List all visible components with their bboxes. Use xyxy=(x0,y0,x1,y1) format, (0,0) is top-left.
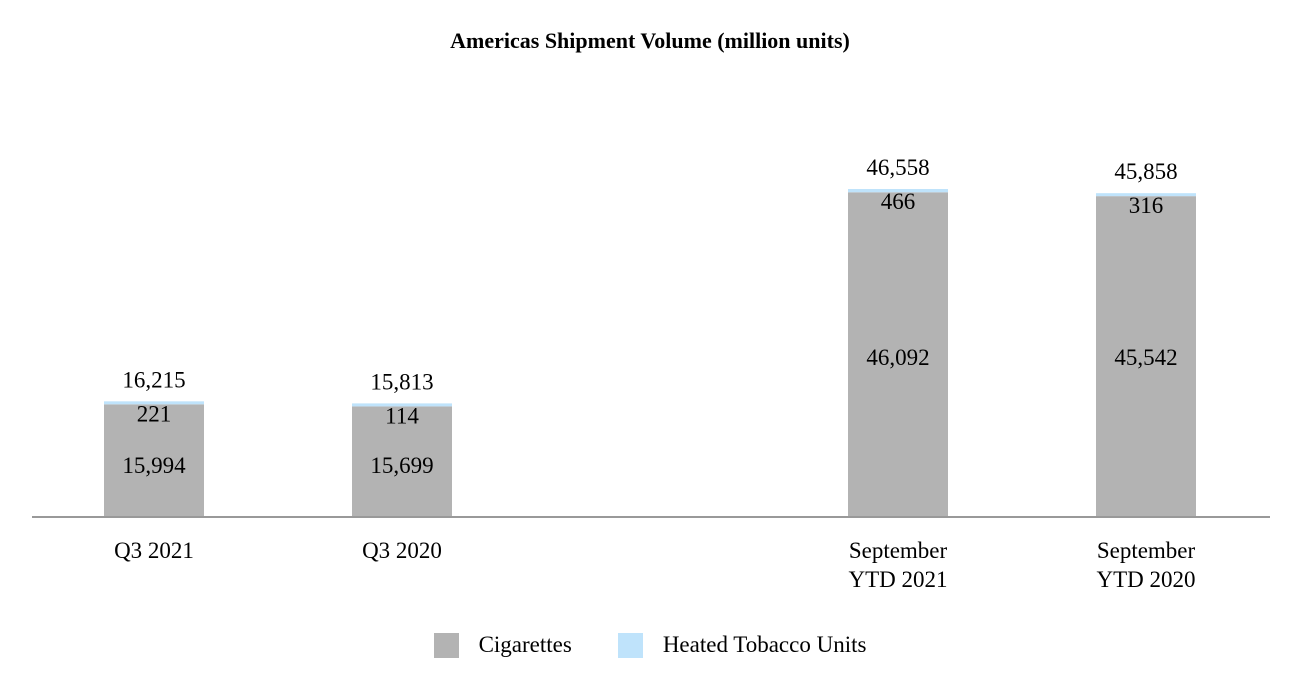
chart-title: Americas Shipment Volume (million units) xyxy=(450,28,850,53)
data-label-heated-tobacco-units: 114 xyxy=(385,403,419,428)
legend: Cigarettes Heated Tobacco Units xyxy=(0,632,1300,658)
data-label-total: 16,215 xyxy=(122,367,185,392)
data-label-cigarettes: 45,542 xyxy=(1114,345,1177,370)
data-label-total: 46,558 xyxy=(866,155,929,180)
bar-cigarettes xyxy=(352,406,452,517)
x-tick-label: YTD 2020 xyxy=(1096,567,1195,592)
bar-cigarettes xyxy=(848,192,948,517)
bar-heated-tobacco-units xyxy=(352,403,452,407)
data-label-total: 45,858 xyxy=(1114,159,1177,184)
bar-heated-tobacco-units xyxy=(1096,193,1196,197)
bar-cigarettes xyxy=(1096,196,1196,517)
bar-heated-tobacco-units xyxy=(848,189,948,193)
labels-layer: 15,994 221 16,215 Q3 2021 15,699 114 15,813 Q3 … xyxy=(114,155,1195,592)
bar-heated-tobacco-units xyxy=(104,401,204,405)
x-tick-label: September xyxy=(849,538,948,563)
legend-label-heated-tobacco-units: Heated Tobacco Units xyxy=(662,632,867,657)
data-label-heated-tobacco-units: 316 xyxy=(1129,193,1164,218)
data-label-heated-tobacco-units: 466 xyxy=(881,189,916,214)
legend-label-cigarettes: Cigarettes xyxy=(478,632,572,657)
bars-layer xyxy=(104,189,1196,517)
x-tick-label: YTD 2021 xyxy=(848,567,947,592)
x-tick-label: Q3 2020 xyxy=(362,538,442,563)
data-label-heated-tobacco-units: 221 xyxy=(137,401,172,426)
data-label-cigarettes: 15,994 xyxy=(122,453,186,478)
legend-swatch-cigarettes xyxy=(433,632,459,658)
data-label-total: 15,813 xyxy=(370,369,433,394)
legend-swatch-heated-tobacco-units xyxy=(617,632,643,658)
bar-cigarettes xyxy=(104,404,204,517)
x-tick-label: September xyxy=(1097,538,1196,563)
data-label-cigarettes: 46,092 xyxy=(866,345,929,370)
legend-item-heated-tobacco-units: Heated Tobacco Units xyxy=(617,632,867,658)
x-tick-label: Q3 2021 xyxy=(114,538,194,563)
legend-item-cigarettes: Cigarettes xyxy=(433,632,572,658)
data-label-cigarettes: 15,699 xyxy=(370,453,433,478)
